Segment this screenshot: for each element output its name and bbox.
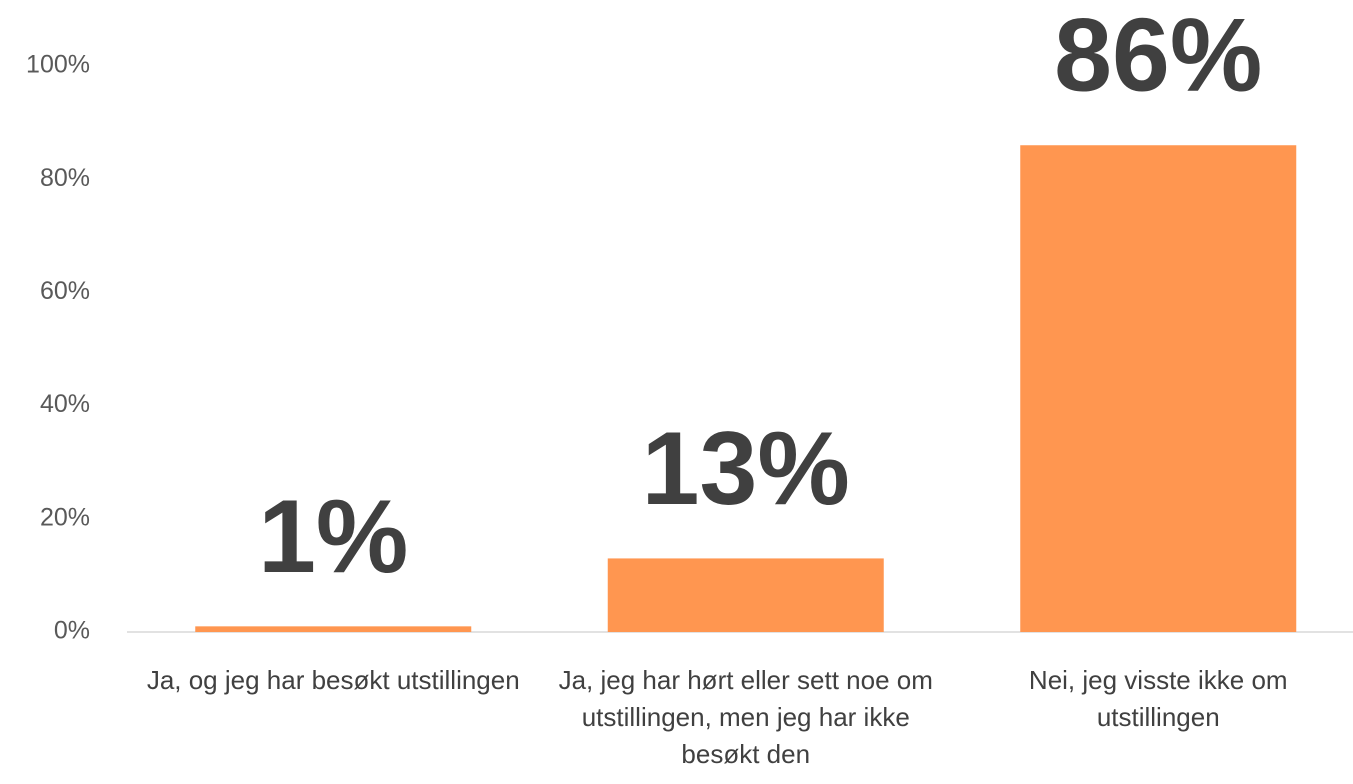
y-tick-label: 20%: [40, 503, 90, 531]
y-tick-label: 100%: [26, 51, 90, 79]
y-tick-label: 60%: [40, 277, 90, 305]
y-tick-label: 40%: [40, 390, 90, 418]
data-label: 13%: [642, 411, 850, 527]
bar: [1020, 145, 1297, 633]
x-tick-label: Ja, jeg har hørt eller sett noe om utsti…: [558, 665, 933, 769]
x-tick-label: Ja, og jeg har besøkt utstillingen: [146, 665, 520, 695]
bar: [195, 626, 472, 632]
bar: [607, 558, 884, 632]
y-tick-label: 80%: [40, 164, 90, 192]
data-label: 86%: [1054, 0, 1262, 114]
y-tick-label: 0%: [54, 617, 90, 645]
x-tick-label: Nei, jeg visste ikke om utstillingen: [1028, 665, 1288, 732]
data-label: 1%: [258, 479, 408, 595]
